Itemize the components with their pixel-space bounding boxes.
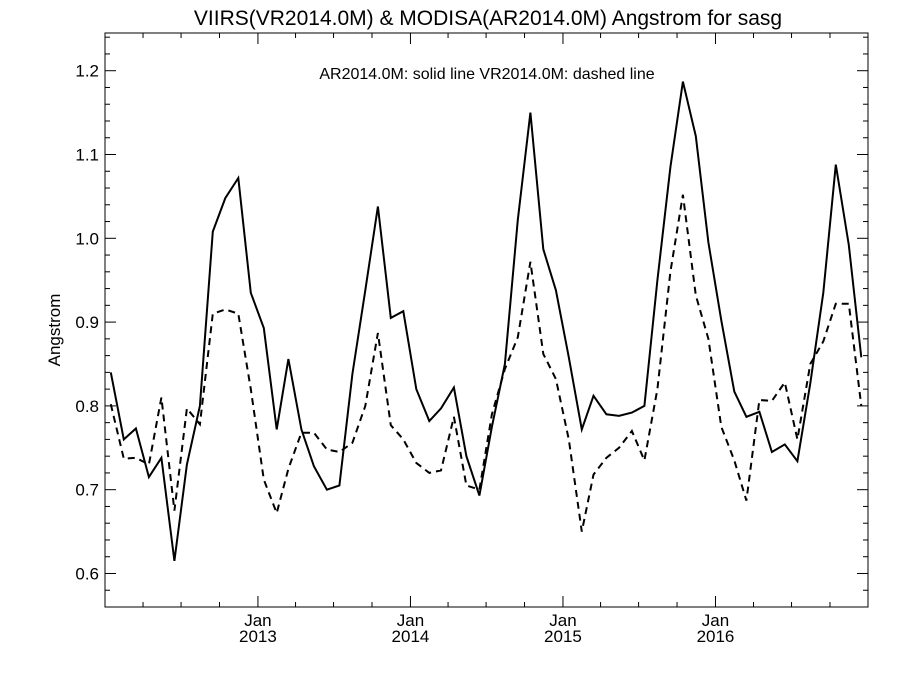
y-axis: 0.6 0.7 0.8 0.9 1.0 1.1 1.2 bbox=[75, 36, 868, 608]
x-tick-month-label: Jan bbox=[702, 611, 729, 630]
x-tick-year-label: 2014 bbox=[392, 627, 430, 646]
axes-frame bbox=[104, 32, 869, 608]
plot-lines bbox=[109, 81, 863, 562]
y-tick-label: 0.8 bbox=[75, 397, 99, 416]
y-tick-label: 1.1 bbox=[75, 146, 99, 165]
y-axis-label: Angstrom bbox=[45, 294, 64, 367]
series-line-vr2014-0m bbox=[109, 194, 863, 532]
x-tick-month-label: Jan bbox=[549, 611, 576, 630]
x-tick-month-label: Jan bbox=[397, 611, 424, 630]
y-tick-label: 1.0 bbox=[75, 229, 99, 248]
y-tick-label: 1.2 bbox=[75, 62, 99, 81]
legend-text: AR2014.0M: solid line VR2014.0M: dashed … bbox=[319, 66, 654, 83]
x-tick-year-label: 2015 bbox=[544, 627, 582, 646]
series-line-ar2014-0m bbox=[109, 81, 863, 562]
plot-frame bbox=[104, 32, 869, 608]
y-tick-label: 0.7 bbox=[75, 481, 99, 500]
x-tick-year-label: 2013 bbox=[239, 627, 277, 646]
y-tick-label: 0.9 bbox=[75, 313, 99, 332]
y-tick-label: 0.6 bbox=[75, 564, 99, 583]
x-tick-year-label: 2016 bbox=[697, 627, 735, 646]
x-tick-month-label: Jan bbox=[244, 611, 271, 630]
chart-title: VIIRS(VR2014.0M) & MODISA(AR2014.0M) Ang… bbox=[194, 7, 782, 30]
